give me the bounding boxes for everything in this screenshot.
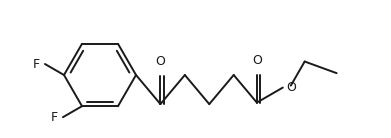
Text: F: F [33,58,40,71]
Text: O: O [286,81,296,94]
Text: F: F [51,111,58,124]
Text: O: O [156,55,165,68]
Text: O: O [252,54,262,67]
